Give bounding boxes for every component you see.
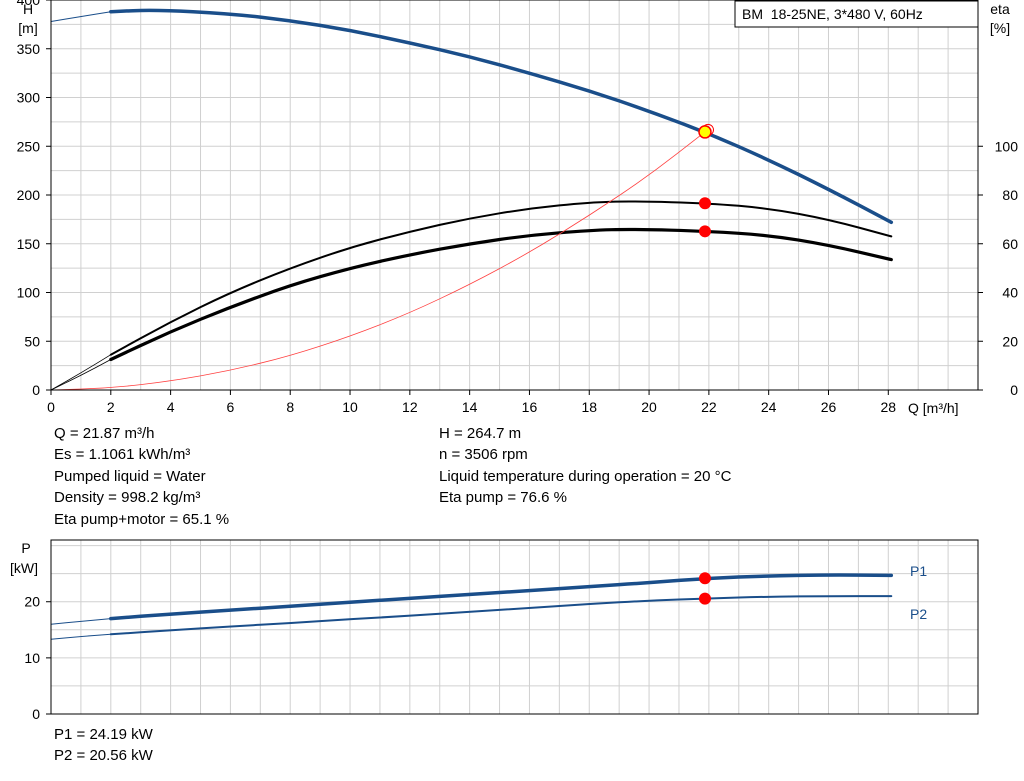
bottom-chart-series xyxy=(50,573,894,640)
x-tick-label: 0 xyxy=(47,399,55,415)
x-tick-label: 8 xyxy=(286,399,294,415)
y-tick-label: 400 xyxy=(17,0,41,8)
readout-eta-pump: Eta pump = 76.6 % xyxy=(439,489,567,506)
x-tick-label: 26 xyxy=(821,399,837,415)
series-line-curve-5 xyxy=(109,227,893,362)
series-line-curve-6 xyxy=(50,131,706,391)
x-axis-label: Q [m³/h] xyxy=(908,400,959,416)
x-tick-label: 18 xyxy=(581,399,597,415)
operating-point xyxy=(698,197,711,210)
x-tick-label: 16 xyxy=(522,399,538,415)
y-axis-label-h: H xyxy=(23,1,33,17)
y-tick-label: 20 xyxy=(24,594,40,610)
x-tick-label: 2 xyxy=(107,399,115,415)
readout-flow: Q = 21.87 m³/h xyxy=(54,425,155,442)
readout-temperature: Liquid temperature during operation = 20… xyxy=(439,468,732,485)
series-line-curve-3 xyxy=(109,200,893,356)
y2-tick-label: 20 xyxy=(1002,333,1018,349)
x-tick-label: 22 xyxy=(701,399,717,415)
readout-es: Es = 1.1061 kWh/m³ xyxy=(54,446,191,463)
readout-speed: n = 3506 rpm xyxy=(439,446,528,463)
y-tick-label: 300 xyxy=(17,90,41,106)
series-label-p1: P1 xyxy=(910,563,927,579)
readout-head: H = 264.7 m xyxy=(439,425,522,442)
y-tick-label: 0 xyxy=(32,706,40,722)
series-line-curve-2 xyxy=(50,633,112,640)
y-tick-label: 50 xyxy=(24,333,40,349)
y2-tick-label: 80 xyxy=(1002,187,1018,203)
model-label-box xyxy=(734,0,979,28)
readout-p2: P2 = 20.56 kW xyxy=(54,747,153,764)
y-axis-label-p: P xyxy=(21,540,30,556)
y-tick-label: 350 xyxy=(17,41,41,57)
y-tick-label: 0 xyxy=(32,382,40,398)
series-line-p1 xyxy=(109,573,894,621)
readout-liquid: Pumped liquid = Water xyxy=(54,468,206,485)
operating-point xyxy=(698,225,711,238)
duty-point xyxy=(698,125,712,139)
y-tick-label: 150 xyxy=(17,236,41,252)
readout-density: Density = 998.2 kg/m³ xyxy=(54,489,201,506)
y2-axis-label-eta: eta xyxy=(990,1,1010,17)
readout-eta-total: Eta pump+motor = 65.1 % xyxy=(54,511,230,528)
y-tick-label: 10 xyxy=(24,650,40,666)
series-line-curve-1 xyxy=(109,8,894,225)
bottom-chart-grid xyxy=(51,540,978,714)
bottom-plot-frame xyxy=(50,539,979,715)
bottom-chart-operating-points xyxy=(698,572,711,605)
series-line-p2 xyxy=(109,595,893,636)
y2-tick-label: 100 xyxy=(995,138,1019,154)
top-chart-tick-labels: 0 2 4 6 8 10 12 14 16 18 20 22 24 26 28050100150200250… xyxy=(17,0,1019,415)
x-tick-label: 12 xyxy=(402,399,418,415)
x-tick-label: 14 xyxy=(462,399,478,415)
y-tick-label: 100 xyxy=(17,285,41,301)
y2-axis-unit-eta: [%] xyxy=(990,20,1010,36)
operating-point xyxy=(698,572,711,585)
x-tick-label: 4 xyxy=(167,399,175,415)
series-line-curve-4 xyxy=(50,359,112,391)
x-tick-label: 6 xyxy=(227,399,235,415)
y-axis-unit-h: [m] xyxy=(18,20,37,36)
model-label: BM 18-25NE, 3*480 V, 60Hz xyxy=(742,6,923,22)
top-chart-operating-points xyxy=(698,123,714,238)
bottom-chart-tick-labels: 0 10 20 xyxy=(24,594,51,722)
y2-tick-label: 0 xyxy=(1010,382,1018,398)
x-tick-label: 24 xyxy=(761,399,777,415)
x-tick-label: 10 xyxy=(342,399,358,415)
top-chart-series xyxy=(50,8,894,391)
x-tick-label: 28 xyxy=(881,399,897,415)
series-label-p2: P2 xyxy=(910,606,927,622)
series-line-curve-0 xyxy=(50,618,112,625)
x-tick-label: 20 xyxy=(641,399,657,415)
y2-tick-label: 60 xyxy=(1002,236,1018,252)
y-axis-unit-p: [kW] xyxy=(10,560,38,576)
y2-tick-label: 40 xyxy=(1002,285,1018,301)
y-tick-label: 250 xyxy=(17,138,41,154)
readout-p1: P1 = 24.19 kW xyxy=(54,726,153,743)
operating-point xyxy=(698,592,711,605)
series-line-curve-0 xyxy=(50,11,112,22)
y-tick-label: 200 xyxy=(17,187,41,203)
